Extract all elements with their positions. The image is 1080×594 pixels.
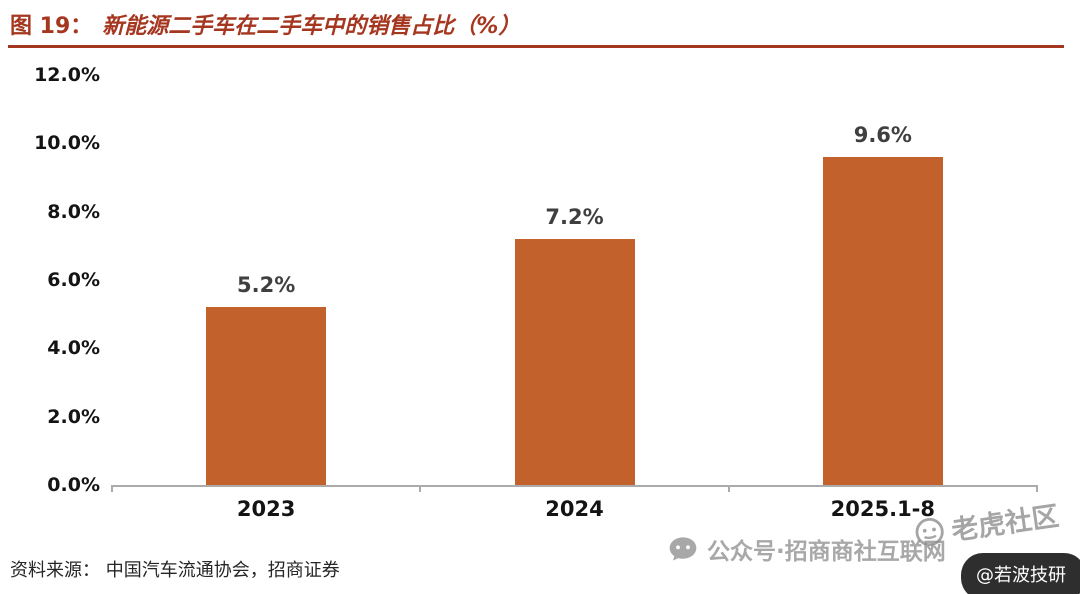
y-tick-label: 2.0%	[47, 405, 100, 428]
title-underline	[8, 45, 1064, 48]
bar	[206, 307, 327, 485]
y-tick-label: 12.0%	[34, 64, 100, 86]
axis-tick	[111, 485, 113, 492]
x-tick-label: 2023	[236, 497, 296, 521]
wechat-watermark: 公众号·招商商社互联网	[668, 532, 946, 566]
page-title: 新能源二手车在二手车中的销售占比（%）	[102, 14, 521, 39]
bar-value-label: 7.2%	[545, 205, 604, 229]
wechat-icon	[668, 535, 698, 563]
author-badge: @若波技研	[961, 553, 1080, 594]
y-tick-label: 4.0%	[47, 337, 100, 360]
figure-number: 图 19：	[10, 14, 93, 39]
bar-value-label: 9.6%	[853, 123, 912, 147]
bar-value-label: 5.2%	[237, 273, 296, 298]
axis-tick	[727, 485, 730, 492]
axis-tick	[419, 485, 422, 492]
y-tick-label: 6.0%	[47, 269, 100, 291]
source-note: 资料来源： 中国汽车流通协会，招商证券	[10, 560, 340, 581]
tiger-watermark: 老虎社区	[912, 494, 1061, 553]
tiger-logo-icon	[913, 515, 947, 549]
chart-header: 图 19： 新能源二手车在二手车中的销售占比（%）	[10, 8, 520, 40]
y-tick-label: 10.0%	[34, 132, 100, 155]
x-tick-label: 2024	[545, 497, 604, 521]
axis-tick	[1036, 485, 1038, 492]
bar	[822, 157, 943, 485]
x-axis-line	[112, 485, 1037, 487]
y-tick-label: 0.0%	[47, 474, 100, 496]
bar	[514, 239, 635, 485]
x-tick-label: 2025.1-8	[830, 497, 936, 521]
wechat-watermark-text: 公众号·招商商社互联网	[707, 539, 946, 565]
y-tick-label: 8.0%	[47, 200, 100, 223]
